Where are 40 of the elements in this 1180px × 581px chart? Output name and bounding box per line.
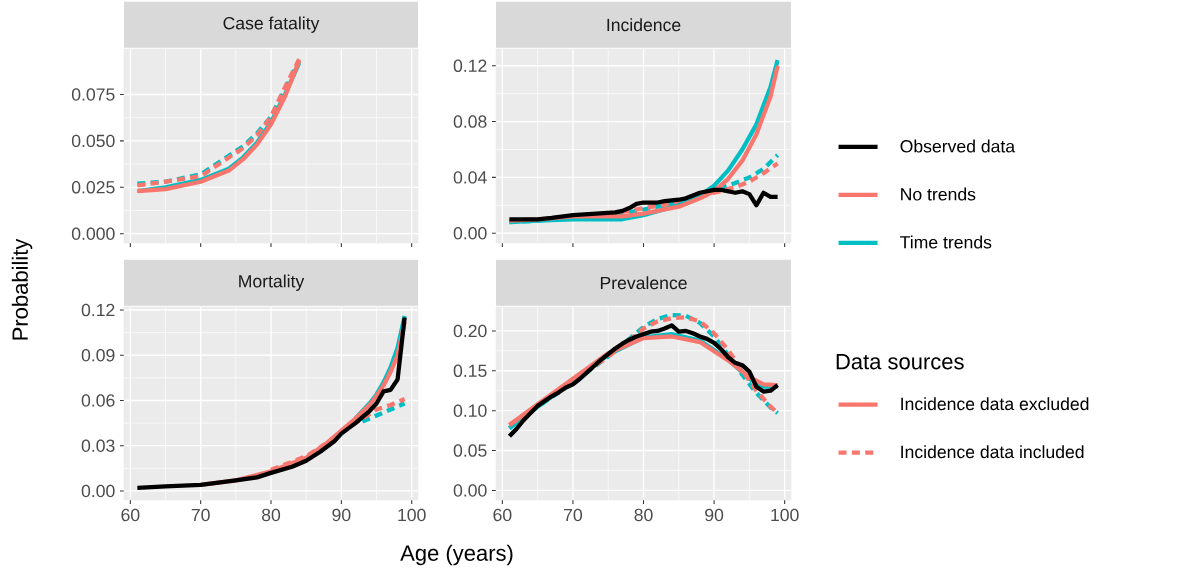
y-tick-label: 0.075	[71, 88, 115, 101]
legend-label: Incidence data excluded	[901, 397, 1089, 411]
y-tick-label: 0.00	[453, 226, 487, 240]
x-tick-label: 90	[332, 508, 351, 522]
chart-title: Mortality	[239, 274, 305, 291]
legend-label: Time trends	[900, 235, 992, 249]
y-tick-label: 0.15	[453, 364, 487, 378]
x-tick-label: 100	[771, 508, 799, 522]
y-axis-title: Probability	[11, 238, 33, 340]
chart-title: Incidence	[607, 18, 681, 32]
chart-title: Case fatality	[223, 16, 320, 33]
y-tick-label: 0.20	[453, 324, 487, 338]
y-tick-label: 0.06	[81, 394, 115, 407]
x-tick-label: 100	[398, 508, 426, 522]
legend-label: Incidence data included	[901, 445, 1084, 459]
y-tick-label: 0.12	[453, 59, 487, 72]
y-tick-label: 0.00	[453, 484, 487, 497]
legend-label: Observed data	[900, 139, 1016, 153]
y-tick-label: 0.04	[453, 171, 487, 184]
x-tick-label: 90	[705, 508, 724, 522]
x-tick-label: 60	[121, 508, 140, 522]
y-tick-label: 0.000	[71, 227, 115, 240]
y-tick-label: 0.00	[81, 484, 115, 498]
x-tick-label: 70	[191, 508, 210, 522]
chart-title: Prevalence	[600, 276, 687, 290]
x-tick-label: 60	[493, 508, 512, 522]
y-tick-label: 0.050	[71, 134, 115, 148]
x-axis-title: Age (years)	[400, 544, 513, 566]
y-tick-label: 0.10	[453, 404, 487, 417]
x-tick-label: 80	[262, 508, 281, 522]
y-tick-label: 0.08	[453, 115, 487, 128]
y-tick-label: 0.09	[81, 349, 115, 362]
x-tick-label: 80	[634, 508, 653, 522]
legend-title: Data sources	[836, 354, 964, 370]
x-tick-label: 70	[564, 508, 583, 522]
y-tick-label: 0.05	[453, 444, 487, 457]
y-tick-label: 0.12	[81, 303, 115, 317]
y-tick-label: 0.03	[81, 439, 115, 452]
legend-label: No trends	[901, 187, 976, 201]
y-tick-label: 0.025	[71, 181, 115, 194]
